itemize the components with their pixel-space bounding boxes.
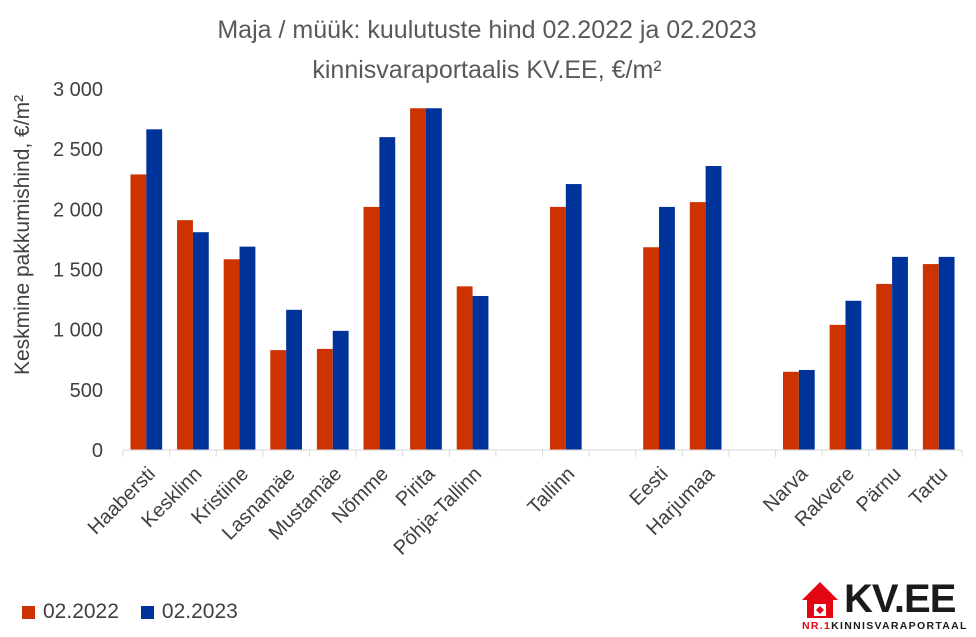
logo-tagline-prefix: NR.1 — [802, 620, 832, 632]
logo-main: KV.EE — [800, 577, 956, 622]
bar-02.2022-Tallinn — [549, 206, 566, 450]
bar-02.2023-Eesti — [659, 206, 675, 450]
bar-02.2022-Narva — [783, 371, 799, 450]
bar-02.2023-Rakvere — [845, 300, 862, 450]
bar-02.2023-Haabersti — [146, 129, 163, 450]
y-tick-label: 1 000 — [53, 320, 103, 342]
bar-02.2023-Pirita — [425, 108, 442, 450]
bar-02.2023-Põhja-Tallinn — [472, 295, 489, 450]
y-tick-label: 500 — [70, 380, 103, 402]
legend-item-2023: 02.2023 — [140, 600, 238, 624]
logo-tagline: NR.1KINNISVARAPORTAAL — [802, 620, 968, 632]
y-tick-label: 2 000 — [53, 199, 103, 221]
y-tick-label: 0 — [92, 440, 103, 462]
legend-swatch-2022 — [22, 605, 35, 619]
chart-title-line1: Maja / müük: kuulutuste hind 02.2022 ja … — [217, 16, 756, 44]
bar-02.2023-Kristiine — [239, 246, 256, 450]
bar-02.2022-Eesti — [643, 247, 660, 450]
bar-02.2022-Haabersti — [130, 174, 147, 450]
kv-ee-logo: KV.EE NR.1KINNISVARAPORTAAL — [800, 577, 972, 633]
chart-title-line2: kinnisvaraportaalis KV.EE, €/m² — [312, 56, 661, 84]
bar-02.2023-Mustamäe — [332, 330, 349, 450]
bar-02.2022-Pirita — [410, 108, 426, 450]
x-tick-label: Pärnu — [852, 463, 905, 516]
bar-02.2022-Lasnamäe — [270, 350, 287, 450]
bar-02.2023-Nõmme — [379, 137, 396, 450]
bar-02.2022-Nõmme — [363, 206, 380, 450]
bar-02.2022-Pärnu — [876, 283, 893, 450]
legend-label-2022: 02.2022 — [43, 600, 119, 623]
legend-swatch-2023 — [140, 605, 154, 619]
x-axis-ticks: HaaberstiKesklinnKristiineLasnamäeMustam… — [84, 450, 963, 560]
bar-02.2022-Mustamäe — [316, 348, 333, 450]
bar-02.2022-Rakvere — [829, 324, 846, 450]
legend-item-2022: 02.2022 — [22, 600, 119, 624]
legend-label-2023: 02.2023 — [161, 600, 238, 623]
x-tick-label: Tallinn — [524, 463, 580, 519]
bar-02.2023-Pärnu — [892, 256, 908, 450]
bar-02.2022-Harjumaa — [689, 202, 706, 450]
bar-02.2022-Põhja-Tallinn — [456, 286, 473, 450]
legend: 02.2022 02.2023 — [22, 600, 260, 624]
logo-brand: KV.EE — [844, 577, 956, 621]
y-tick-label: 1 500 — [53, 260, 103, 282]
chart: Maja / müük: kuulutuste hind 02.2022 ja … — [11, 16, 963, 560]
logo-tagline-rest: KINNISVARAPORTAAL — [831, 620, 968, 632]
bar-02.2023-Tartu — [938, 256, 955, 450]
y-tick-label: 3 000 — [53, 79, 103, 101]
house-icon — [802, 581, 838, 618]
y-axis-title: Keskmine pakkumishind, €/m² — [11, 95, 34, 375]
y-axis-ticks: 0 500 1 000 1 500 2 000 2 500 3 000 — [53, 79, 103, 462]
bar-02.2022-Kristiine — [223, 259, 240, 450]
bar-02.2023-Lasnamäe — [286, 309, 302, 450]
x-tick-label: Tartu — [905, 463, 952, 510]
bar-02.2023-Kesklinn — [192, 232, 209, 450]
bars — [130, 108, 955, 450]
bar-02.2023-Narva — [798, 369, 815, 450]
y-tick-label: 2 500 — [53, 139, 103, 161]
bar-02.2023-Harjumaa — [705, 166, 722, 450]
bar-02.2023-Tallinn — [565, 184, 582, 450]
bar-02.2022-Tartu — [922, 264, 939, 450]
bar-02.2022-Kesklinn — [177, 220, 193, 450]
